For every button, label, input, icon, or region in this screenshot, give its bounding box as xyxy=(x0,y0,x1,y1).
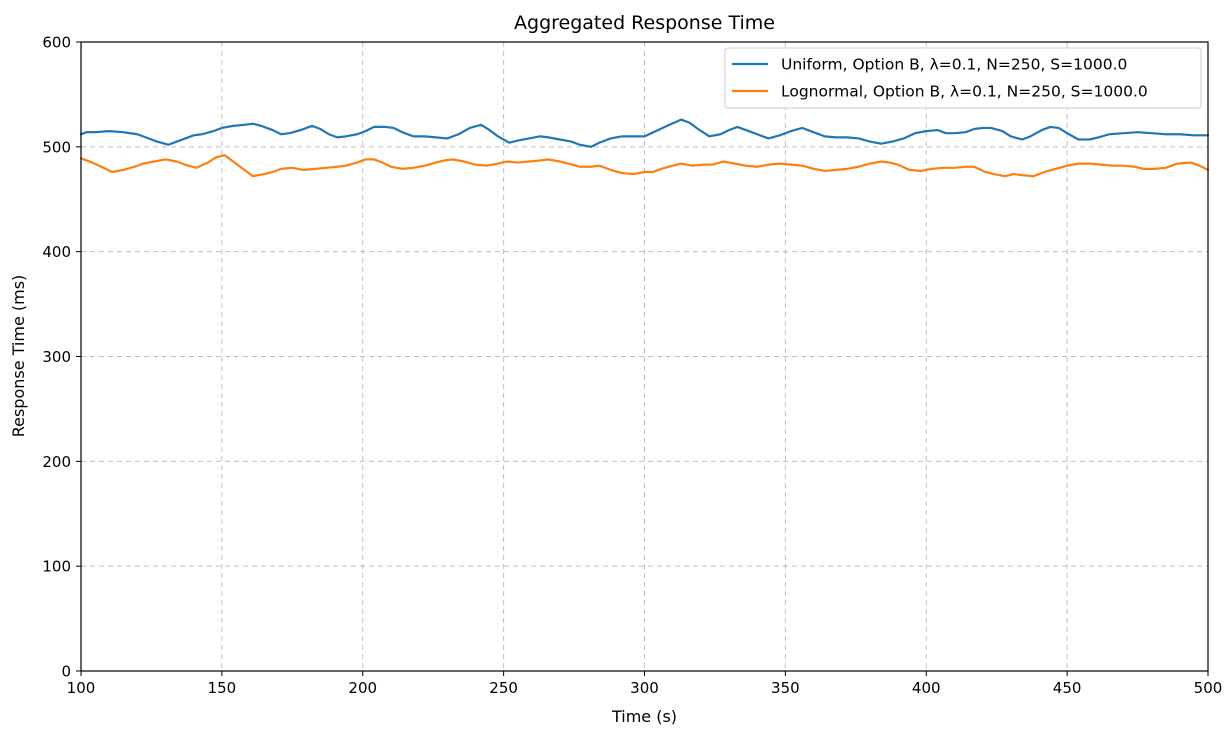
y-tick-label: 300 xyxy=(42,348,71,366)
x-tick-label: 300 xyxy=(630,679,659,697)
legend-box xyxy=(724,47,1202,109)
y-tick-label: 400 xyxy=(42,243,71,261)
x-tick-label: 200 xyxy=(348,679,377,697)
x-tick-label: 450 xyxy=(1053,679,1082,697)
y-tick-label: 200 xyxy=(42,453,71,471)
y-tick-label: 500 xyxy=(42,138,71,156)
x-tick-label: 400 xyxy=(912,679,941,697)
x-tick-label: 350 xyxy=(771,679,800,697)
chart-title: Aggregated Response Time xyxy=(514,12,775,34)
axis-ticks: 100 150 200 250 300 350 400 450 5000100200300400… xyxy=(42,34,1222,698)
series-lines xyxy=(79,118,1210,178)
series-line-uniform xyxy=(79,118,1210,148)
x-tick-label: 100 xyxy=(67,679,96,697)
legend: Uniform, Option B, λ=0.1, N=250, S=1000.… xyxy=(724,47,1202,109)
y-axis-label: Response Time (ms) xyxy=(9,275,28,438)
x-axis-label: Time (s) xyxy=(611,707,677,726)
series-line-lognormal xyxy=(79,154,1210,178)
x-tick-label: 500 xyxy=(1194,679,1223,697)
y-tick-label: 600 xyxy=(42,34,71,52)
x-tick-label: 250 xyxy=(489,679,518,697)
y-tick-label: 0 xyxy=(61,663,71,681)
x-tick-label: 150 xyxy=(208,679,237,697)
legend-label-lognormal: Lognormal, Option B, λ=0.1, N=250, S=100… xyxy=(781,83,1148,101)
legend-label-uniform: Uniform, Option B, λ=0.1, N=250, S=1000.… xyxy=(781,56,1127,74)
y-tick-label: 100 xyxy=(42,558,71,576)
